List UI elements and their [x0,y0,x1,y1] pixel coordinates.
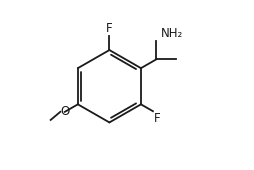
Text: F: F [154,112,161,125]
Text: O: O [60,105,69,118]
Text: NH₂: NH₂ [161,27,183,40]
Text: F: F [106,22,113,35]
